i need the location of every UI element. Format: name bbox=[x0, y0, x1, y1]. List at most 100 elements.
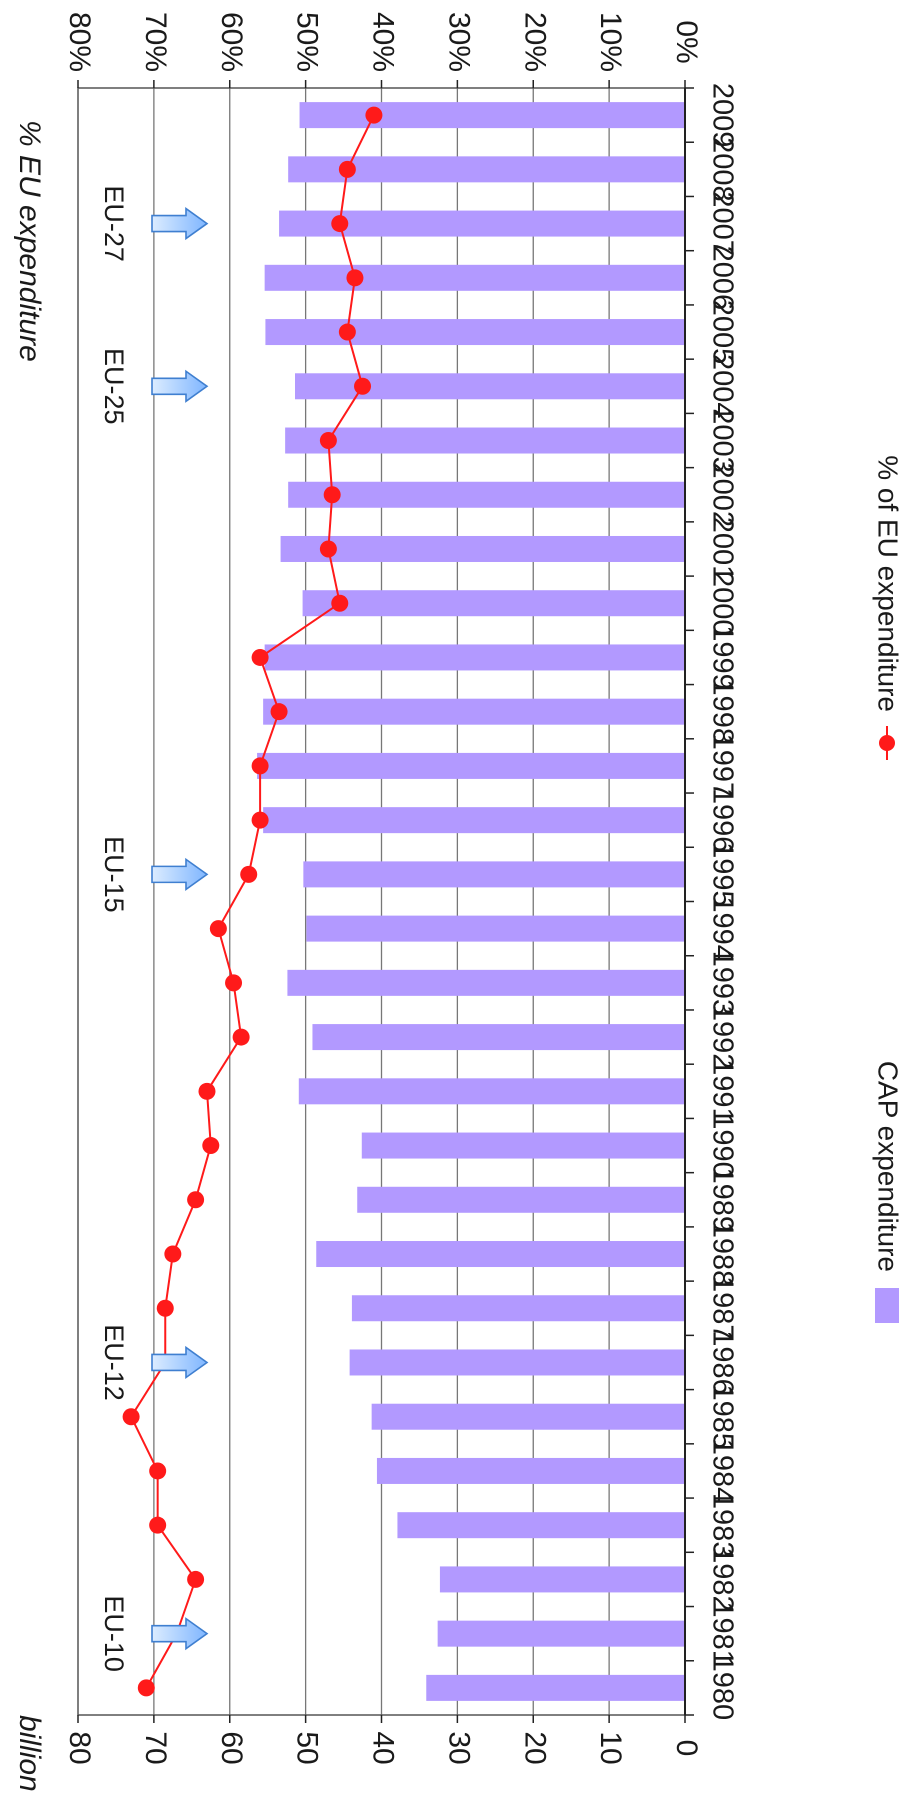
right-tick-label: 0% bbox=[670, 20, 703, 63]
line-point bbox=[232, 1028, 250, 1046]
bar bbox=[316, 1241, 685, 1268]
year-label: 1991 bbox=[706, 1059, 738, 1124]
right-arrow-icon bbox=[151, 1617, 209, 1651]
year-label: 1985 bbox=[706, 1384, 738, 1449]
year-label: 2009 bbox=[706, 83, 738, 148]
year-label: 1984 bbox=[706, 1439, 738, 1504]
line-point bbox=[319, 540, 337, 558]
right-tick-label: 20% bbox=[518, 12, 551, 72]
right-tick-label: 30% bbox=[442, 12, 475, 72]
annotation-label: EU-15 bbox=[99, 836, 129, 913]
year-label: 1995 bbox=[706, 842, 738, 907]
legend-swatch-bar bbox=[875, 1288, 899, 1323]
year-label: 1993 bbox=[706, 951, 738, 1016]
bar bbox=[302, 590, 685, 617]
line-point bbox=[331, 215, 349, 233]
year-label: 1992 bbox=[706, 1005, 738, 1070]
annotation-label: EU-10 bbox=[99, 1595, 129, 1672]
series-line bbox=[129, 114, 375, 1689]
bar bbox=[312, 1024, 685, 1051]
line-series bbox=[122, 106, 383, 1697]
line-point bbox=[225, 974, 243, 992]
year-label: 2003 bbox=[706, 408, 738, 473]
bar bbox=[265, 319, 685, 346]
year-label: 2004 bbox=[706, 354, 738, 419]
line-point bbox=[319, 432, 337, 450]
line-point bbox=[209, 920, 227, 938]
membership-annotations: EU-10 EU-12 EU-15 EU-25 EU-27 bbox=[99, 185, 209, 1672]
line-point bbox=[198, 1082, 216, 1100]
line-point bbox=[149, 1516, 167, 1534]
legend-label-line: % of EU expenditure bbox=[873, 455, 904, 712]
bar bbox=[295, 373, 685, 400]
year-label: 2008 bbox=[706, 137, 738, 202]
line-point bbox=[240, 865, 258, 883]
bar bbox=[349, 1349, 685, 1376]
legend-label-bar: CAP expenditure bbox=[873, 1061, 904, 1272]
bar bbox=[437, 1620, 685, 1647]
year-label: 1999 bbox=[706, 625, 738, 690]
bar bbox=[351, 1295, 685, 1322]
year-label: 1996 bbox=[706, 788, 738, 853]
line-point bbox=[149, 1462, 167, 1480]
bar bbox=[257, 752, 685, 779]
line-point bbox=[338, 323, 356, 341]
left-tick-label: 10 bbox=[594, 1731, 627, 1764]
bar bbox=[361, 1132, 685, 1159]
bar bbox=[288, 481, 685, 508]
right-tick-label: 70% bbox=[139, 12, 172, 72]
line-point bbox=[354, 377, 372, 395]
right-arrow-icon bbox=[151, 857, 209, 891]
year-label: 1987 bbox=[706, 1276, 738, 1341]
year-label: 1989 bbox=[706, 1168, 738, 1233]
line-point bbox=[202, 1137, 220, 1155]
bar bbox=[439, 1566, 685, 1593]
bar bbox=[263, 698, 685, 725]
annotation-label: EU-27 bbox=[99, 185, 129, 262]
left-axis-title: billion EUR bbox=[13, 1715, 46, 1800]
bar bbox=[426, 1674, 685, 1701]
year-label: 1983 bbox=[706, 1493, 738, 1558]
bar bbox=[397, 1512, 685, 1539]
axis-labels: 1980198119821983198419851986198719881989… bbox=[13, 12, 738, 1800]
line-point bbox=[251, 757, 269, 775]
line-point bbox=[323, 486, 341, 504]
bar bbox=[285, 427, 685, 454]
year-label: 2005 bbox=[706, 300, 738, 365]
right-arrow-icon bbox=[151, 369, 209, 403]
line-point bbox=[346, 269, 364, 287]
year-label: 2000 bbox=[706, 571, 738, 636]
right-arrow-icon bbox=[151, 1345, 209, 1380]
line-point bbox=[122, 1408, 140, 1426]
year-label: 1986 bbox=[706, 1330, 738, 1395]
left-tick-label: 0 bbox=[670, 1740, 703, 1757]
year-label: 2006 bbox=[706, 246, 738, 311]
year-label: 1982 bbox=[706, 1547, 738, 1612]
left-tick-label: 70 bbox=[139, 1731, 172, 1764]
left-tick-label: 60 bbox=[215, 1731, 248, 1764]
line-point bbox=[338, 160, 356, 178]
year-label: 2002 bbox=[706, 462, 738, 527]
annotation-label: EU-25 bbox=[99, 348, 129, 425]
line-point bbox=[270, 703, 288, 721]
bar bbox=[303, 861, 685, 888]
bar bbox=[264, 644, 685, 671]
year-label: 1988 bbox=[706, 1222, 738, 1287]
year-label: 1990 bbox=[706, 1113, 738, 1178]
right-tick-label: 50% bbox=[291, 12, 324, 72]
line-point bbox=[187, 1191, 205, 1209]
gridlines bbox=[153, 88, 610, 1715]
right-tick-label: 60% bbox=[215, 12, 248, 72]
bar bbox=[264, 264, 685, 291]
right-tick-label: 10% bbox=[594, 12, 627, 72]
year-label: 1980 bbox=[706, 1656, 738, 1721]
legend-swatch-marker bbox=[879, 735, 895, 751]
bar bbox=[263, 807, 685, 834]
axis-ticks bbox=[77, 80, 694, 1723]
bar bbox=[376, 1457, 685, 1484]
bar bbox=[371, 1403, 685, 1430]
year-label: 1997 bbox=[706, 734, 738, 799]
line-point bbox=[156, 1299, 174, 1317]
right-tick-label: 40% bbox=[367, 12, 400, 72]
